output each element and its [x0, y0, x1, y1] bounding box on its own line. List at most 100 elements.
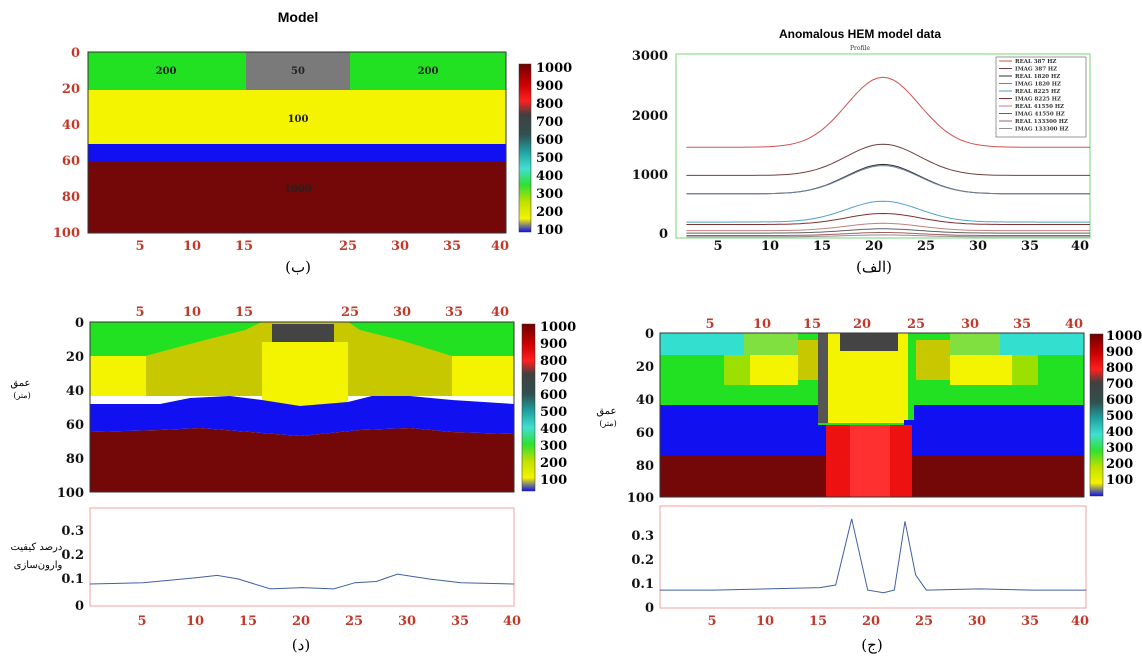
quality-label-line: وارون‌سازی [14, 560, 63, 571]
x-tick: 25 [915, 614, 933, 629]
y-tick: 0 [75, 599, 84, 614]
x-tick: 25 [345, 614, 363, 629]
x-tick: 20 [292, 614, 310, 629]
colorbar-tick: 1000 [536, 61, 572, 76]
y-tick: 20 [636, 360, 654, 375]
legend-label: IMAG 1820 HZ [1015, 82, 1061, 88]
colorbar-tick: 800 [1106, 361, 1133, 376]
section-j-frame [659, 332, 1085, 498]
x-tick: 35 [1021, 239, 1039, 254]
colorbar-tick: 300 [540, 439, 567, 454]
quality-d-y-ticks: 0.3 0.2 0.1 0 [61, 524, 84, 614]
hem-series-line [686, 165, 1090, 195]
hem-x-ticks: 5 10 15 20 25 30 35 40 [713, 239, 1089, 254]
x-tick: 5 [135, 305, 144, 320]
y-tick: 100 [57, 486, 84, 501]
x-tick: 40 [1071, 239, 1089, 254]
x-tick: 10 [183, 239, 201, 254]
section-d-yellow-left [90, 356, 146, 396]
layer-darkred [88, 162, 506, 233]
panel-b-y-ticks: 0 20 40 60 80 100 [53, 46, 80, 241]
x-tick: 15 [235, 239, 253, 254]
x-tick: 20 [865, 239, 883, 254]
y-tick: 0 [645, 327, 654, 342]
x-tick: 5 [713, 239, 722, 254]
panel-j-inversion: 5 10 15 20 25 30 35 40 0 20 40 [596, 317, 1142, 654]
section-d-blue [90, 396, 514, 436]
section-d-darkred [90, 428, 514, 492]
hem-series-line [686, 212, 1090, 225]
colorbar-tick: 800 [536, 97, 563, 112]
hem-series-line [686, 232, 1090, 236]
x-tick: 10 [183, 305, 201, 320]
legend-label: REAL 133300 HZ [1015, 119, 1068, 125]
section-d-yellow-right [452, 356, 514, 396]
x-tick: 40 [1065, 317, 1083, 332]
x-tick: 5 [135, 239, 144, 254]
section-j-olive-right [916, 340, 950, 380]
legend-label: REAL 41550 HZ [1015, 104, 1064, 110]
cell-label: 100 [288, 114, 309, 125]
quality-d-frame [89, 507, 515, 607]
cell-label: 200 [156, 66, 177, 77]
x-tick: 5 [137, 614, 146, 629]
section-j-lightgreen-right [950, 333, 1000, 355]
x-tick: 15 [809, 614, 827, 629]
quality-d-x-ticks: 5 10 15 20 25 30 35 40 [137, 614, 521, 629]
hem-series-line [686, 76, 1090, 148]
x-tick: 30 [391, 239, 409, 254]
x-tick: 30 [961, 317, 979, 332]
section-j-cyan-left [660, 333, 744, 355]
y-tick: 60 [636, 426, 654, 441]
y-tick: 0.3 [61, 524, 84, 539]
colorbar-tick: 300 [1106, 441, 1133, 456]
x-tick: 25 [907, 317, 925, 332]
hem-series-line [686, 234, 1090, 238]
x-tick: 35 [451, 614, 469, 629]
section-j-dark-dyke-left [818, 333, 828, 423]
legend-label: REAL 1820 HZ [1015, 74, 1060, 80]
colorbar-tick: 800 [540, 354, 567, 369]
colorbar-tick: 600 [1106, 393, 1133, 408]
x-tick: 25 [917, 239, 935, 254]
hem-series-line [686, 228, 1090, 234]
colorbar-d [521, 323, 536, 492]
colorbar-tick: 100 [536, 223, 563, 238]
colorbar-tick: 700 [540, 371, 567, 386]
quality-label-line: درصد کیفیت [10, 542, 62, 553]
panel-j-y-ticks: 0 20 40 60 80 100 [627, 327, 654, 506]
quality-j-line [660, 518, 1086, 594]
colorbar-b-bar [518, 63, 532, 233]
legend-label: IMAG 133300 HZ [1015, 127, 1069, 133]
quality-d-line [89, 573, 515, 590]
hem-title: Anomalous HEM model data [779, 27, 941, 41]
x-tick: 20 [853, 317, 871, 332]
x-tick: 25 [339, 239, 357, 254]
section-j-lightgreen-left [744, 333, 798, 355]
colorbar-b: 1000 900 800 700 600 500 400 300 200 100 [518, 61, 572, 238]
quality-j-x-ticks: 5 10 15 20 25 30 35 40 [707, 614, 1089, 629]
panel-d-y-ticks: 0 20 40 60 80 100 [57, 316, 84, 501]
layer-yellow [88, 90, 506, 144]
hem-y-ticks: 3000 2000 1000 0 [632, 49, 668, 242]
depth-label-line: (متر) [599, 419, 616, 428]
depth-label-d: عمق (متر) [10, 378, 33, 400]
legend-label: IMAG 8225 HZ [1015, 97, 1061, 103]
y-tick: 100 [53, 226, 80, 241]
y-tick: 80 [62, 190, 80, 205]
x-tick: 15 [803, 317, 821, 332]
panel-b-title: Model [278, 9, 318, 25]
quality-j-y-ticks: 0.3 0.2 0.1 0 [631, 529, 654, 616]
x-tick: 5 [705, 317, 714, 332]
y-tick: 0 [75, 316, 84, 331]
y-tick: 60 [66, 418, 84, 433]
y-tick: 2000 [632, 109, 668, 124]
colorbar-tick: 500 [540, 405, 567, 420]
colorbar-tick: 1000 [1106, 329, 1142, 344]
legend-label: IMAG 41550 HZ [1015, 112, 1065, 118]
panel-d-caption: (د) [292, 636, 310, 654]
colorbar-tick: 400 [536, 169, 563, 184]
panel-alef-hem: Anomalous HEM model data Profile 3000 20… [632, 27, 1091, 276]
y-tick: 40 [62, 118, 80, 133]
